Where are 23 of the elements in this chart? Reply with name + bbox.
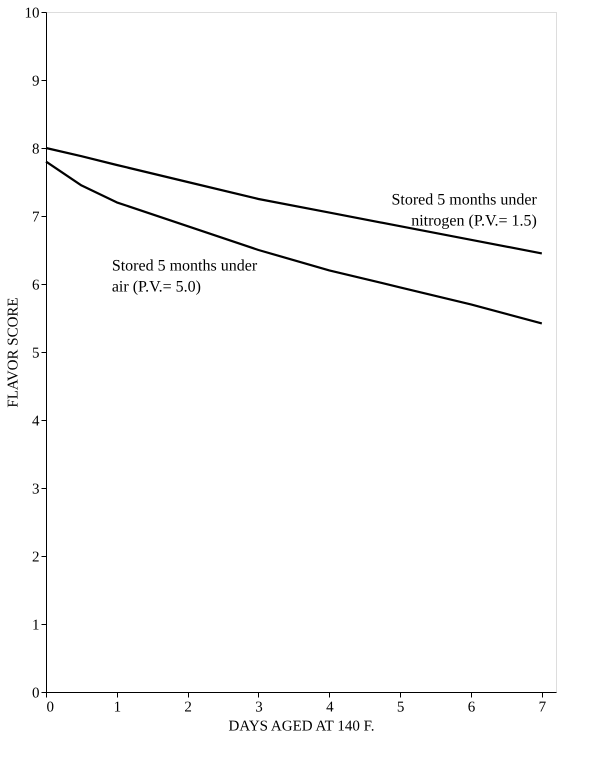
x-tick-label: 1 xyxy=(114,700,122,716)
y-tick-label: 10 xyxy=(24,6,40,22)
series-label: Stored 5 months under nitrogen (P.V.= 1.5) xyxy=(392,191,538,230)
series-label: Stored 5 months under air (P.V.= 5.0) xyxy=(112,257,258,296)
y-tick-label: 3 xyxy=(32,482,40,498)
y-tick-label: 6 xyxy=(32,278,40,294)
x-tick-label: 2 xyxy=(184,700,192,716)
y-tick-label: 8 xyxy=(32,142,40,158)
x-tick-label: 3 xyxy=(255,700,263,716)
y-tick-label: 4 xyxy=(32,414,40,430)
y-tick-label: 1 xyxy=(32,618,40,634)
x-tick-label: 6 xyxy=(468,700,476,716)
x-tick-label: 4 xyxy=(326,700,334,716)
y-tick-label: 0 xyxy=(32,686,40,702)
y-tick-label: 7 xyxy=(32,210,40,226)
x-tick-label: 0 xyxy=(46,700,54,716)
x-tick-label: 5 xyxy=(396,700,404,716)
y-axis-title: FLAVOR SCORE xyxy=(6,297,22,408)
x-axis-title: DAYS AGED AT 140 F. xyxy=(228,718,374,734)
y-tick-label: 2 xyxy=(32,550,40,566)
x-tick-label: 7 xyxy=(538,700,547,716)
y-tick-label: 5 xyxy=(32,346,40,362)
y-tick-label: 9 xyxy=(32,74,40,90)
